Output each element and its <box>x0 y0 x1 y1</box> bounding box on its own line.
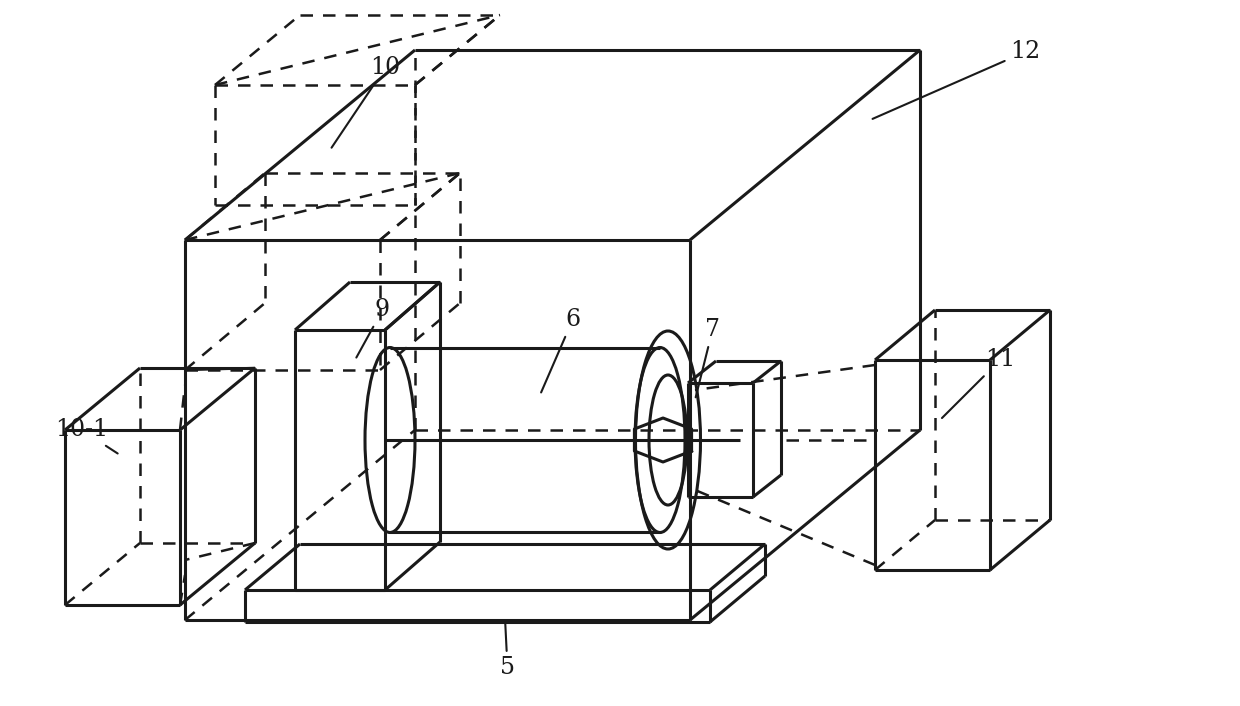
Text: 12: 12 <box>873 40 1040 119</box>
Text: 10: 10 <box>331 56 401 148</box>
Text: 7: 7 <box>696 318 720 397</box>
Text: 5: 5 <box>500 621 515 679</box>
Text: 10-1: 10-1 <box>55 419 118 453</box>
Text: 11: 11 <box>942 349 1016 418</box>
Text: 9: 9 <box>356 299 391 357</box>
Text: 6: 6 <box>541 309 580 393</box>
